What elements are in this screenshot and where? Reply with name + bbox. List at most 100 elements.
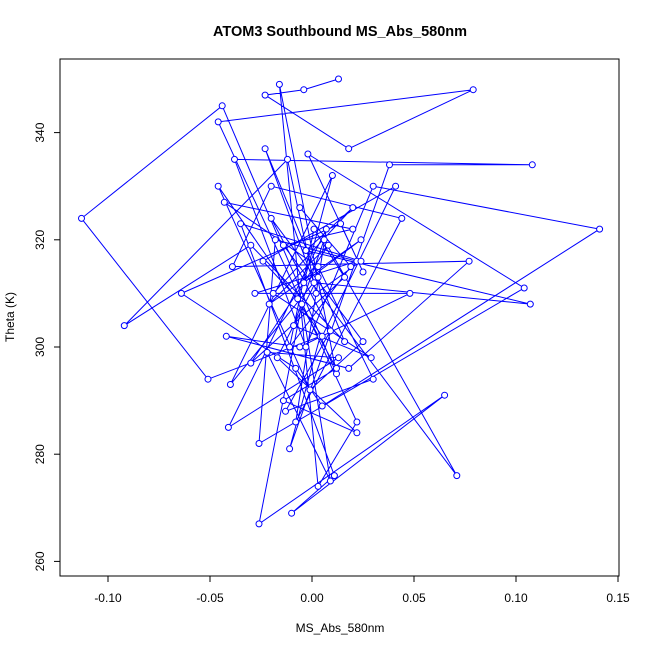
data-point bbox=[204, 375, 212, 383]
data-point bbox=[286, 445, 294, 453]
data-point bbox=[314, 482, 322, 490]
data-point bbox=[251, 289, 259, 297]
data-point bbox=[214, 182, 222, 190]
data-point bbox=[441, 391, 449, 399]
data-point bbox=[267, 214, 275, 222]
data-point bbox=[359, 338, 367, 346]
data-point bbox=[271, 236, 279, 244]
data-point bbox=[282, 407, 289, 415]
data-point bbox=[469, 86, 477, 94]
data-point bbox=[247, 241, 255, 249]
plot-frame bbox=[59, 58, 620, 577]
series-lines bbox=[80, 78, 601, 526]
data-point bbox=[353, 418, 361, 426]
data-point bbox=[333, 364, 340, 372]
x-tick-label: 0.00 bbox=[300, 591, 324, 605]
data-point bbox=[324, 241, 332, 249]
data-point bbox=[273, 354, 281, 362]
data-point bbox=[349, 204, 357, 212]
data-point bbox=[177, 289, 185, 297]
y-tick-label: 260 bbox=[33, 551, 47, 571]
data-point bbox=[345, 364, 353, 372]
data-point bbox=[224, 423, 232, 431]
data-point bbox=[357, 236, 365, 244]
data-point bbox=[465, 257, 473, 265]
data-point bbox=[226, 381, 234, 388]
data-point bbox=[292, 364, 300, 372]
data-point bbox=[345, 145, 353, 153]
data-point bbox=[261, 91, 269, 99]
data-point bbox=[314, 273, 322, 281]
y-tick-label: 300 bbox=[33, 337, 47, 357]
data-point bbox=[453, 472, 461, 480]
x-tick-label: -0.10 bbox=[94, 591, 122, 605]
x-tick-label: -0.05 bbox=[196, 591, 224, 605]
data-point bbox=[255, 520, 263, 528]
data-point bbox=[341, 338, 349, 346]
data-point bbox=[596, 225, 604, 233]
data-point bbox=[341, 273, 349, 281]
data-point bbox=[265, 300, 273, 308]
data-point bbox=[328, 172, 336, 179]
data-point bbox=[220, 198, 228, 206]
data-point bbox=[288, 509, 296, 517]
data-point bbox=[302, 343, 310, 351]
data-point bbox=[214, 118, 222, 126]
data-point bbox=[369, 182, 377, 190]
data-point bbox=[330, 472, 338, 480]
data-point bbox=[296, 343, 304, 351]
data-point bbox=[279, 397, 287, 405]
data-point bbox=[228, 263, 236, 271]
data-point bbox=[367, 354, 375, 362]
data-point bbox=[300, 86, 308, 94]
data-point bbox=[347, 263, 355, 271]
data-point bbox=[78, 214, 85, 222]
y-axis: 260 280 300 320 340 bbox=[33, 122, 61, 571]
data-point bbox=[269, 289, 277, 297]
data-point bbox=[386, 161, 393, 169]
data-point bbox=[520, 284, 528, 292]
data-point bbox=[310, 225, 318, 233]
data-point bbox=[326, 327, 334, 335]
data-point bbox=[526, 300, 534, 308]
y-tick-label: 280 bbox=[33, 444, 47, 464]
data-point bbox=[398, 214, 406, 222]
data-point bbox=[292, 418, 300, 426]
data-point bbox=[528, 161, 536, 169]
data-point bbox=[318, 402, 326, 410]
data-point bbox=[406, 289, 414, 297]
x-tick-label: 0.15 bbox=[606, 591, 630, 605]
data-point bbox=[306, 386, 314, 394]
data-point bbox=[322, 225, 330, 233]
data-point bbox=[302, 247, 310, 254]
x-axis: -0.10 -0.05 0.00 0.05 0.10 0.15 bbox=[94, 575, 630, 605]
data-point bbox=[335, 354, 342, 362]
data-point bbox=[326, 477, 334, 485]
data-point bbox=[290, 322, 298, 330]
data-point bbox=[279, 241, 287, 249]
data-point bbox=[337, 220, 345, 228]
data-point bbox=[275, 80, 283, 88]
y-tick-label: 320 bbox=[33, 229, 47, 249]
data-point bbox=[263, 348, 271, 356]
x-axis-label: MS_Abs_580nm bbox=[296, 621, 385, 635]
data-point bbox=[312, 289, 320, 297]
data-point bbox=[294, 295, 302, 303]
x-tick-label: 0.10 bbox=[504, 591, 528, 605]
series-points bbox=[78, 75, 604, 528]
data-point bbox=[318, 332, 326, 340]
data-point bbox=[247, 359, 255, 367]
data-point bbox=[300, 279, 308, 287]
data-point bbox=[314, 263, 322, 271]
data-point bbox=[237, 220, 245, 228]
y-axis-label: Theta (K) bbox=[3, 292, 17, 342]
data-point bbox=[255, 440, 263, 447]
x-tick-label: 0.05 bbox=[402, 591, 426, 605]
data-point bbox=[259, 257, 267, 265]
data-point bbox=[359, 268, 367, 276]
data-point bbox=[310, 279, 318, 287]
data-point bbox=[357, 257, 365, 265]
data-point bbox=[335, 75, 342, 83]
data-point bbox=[261, 145, 269, 153]
